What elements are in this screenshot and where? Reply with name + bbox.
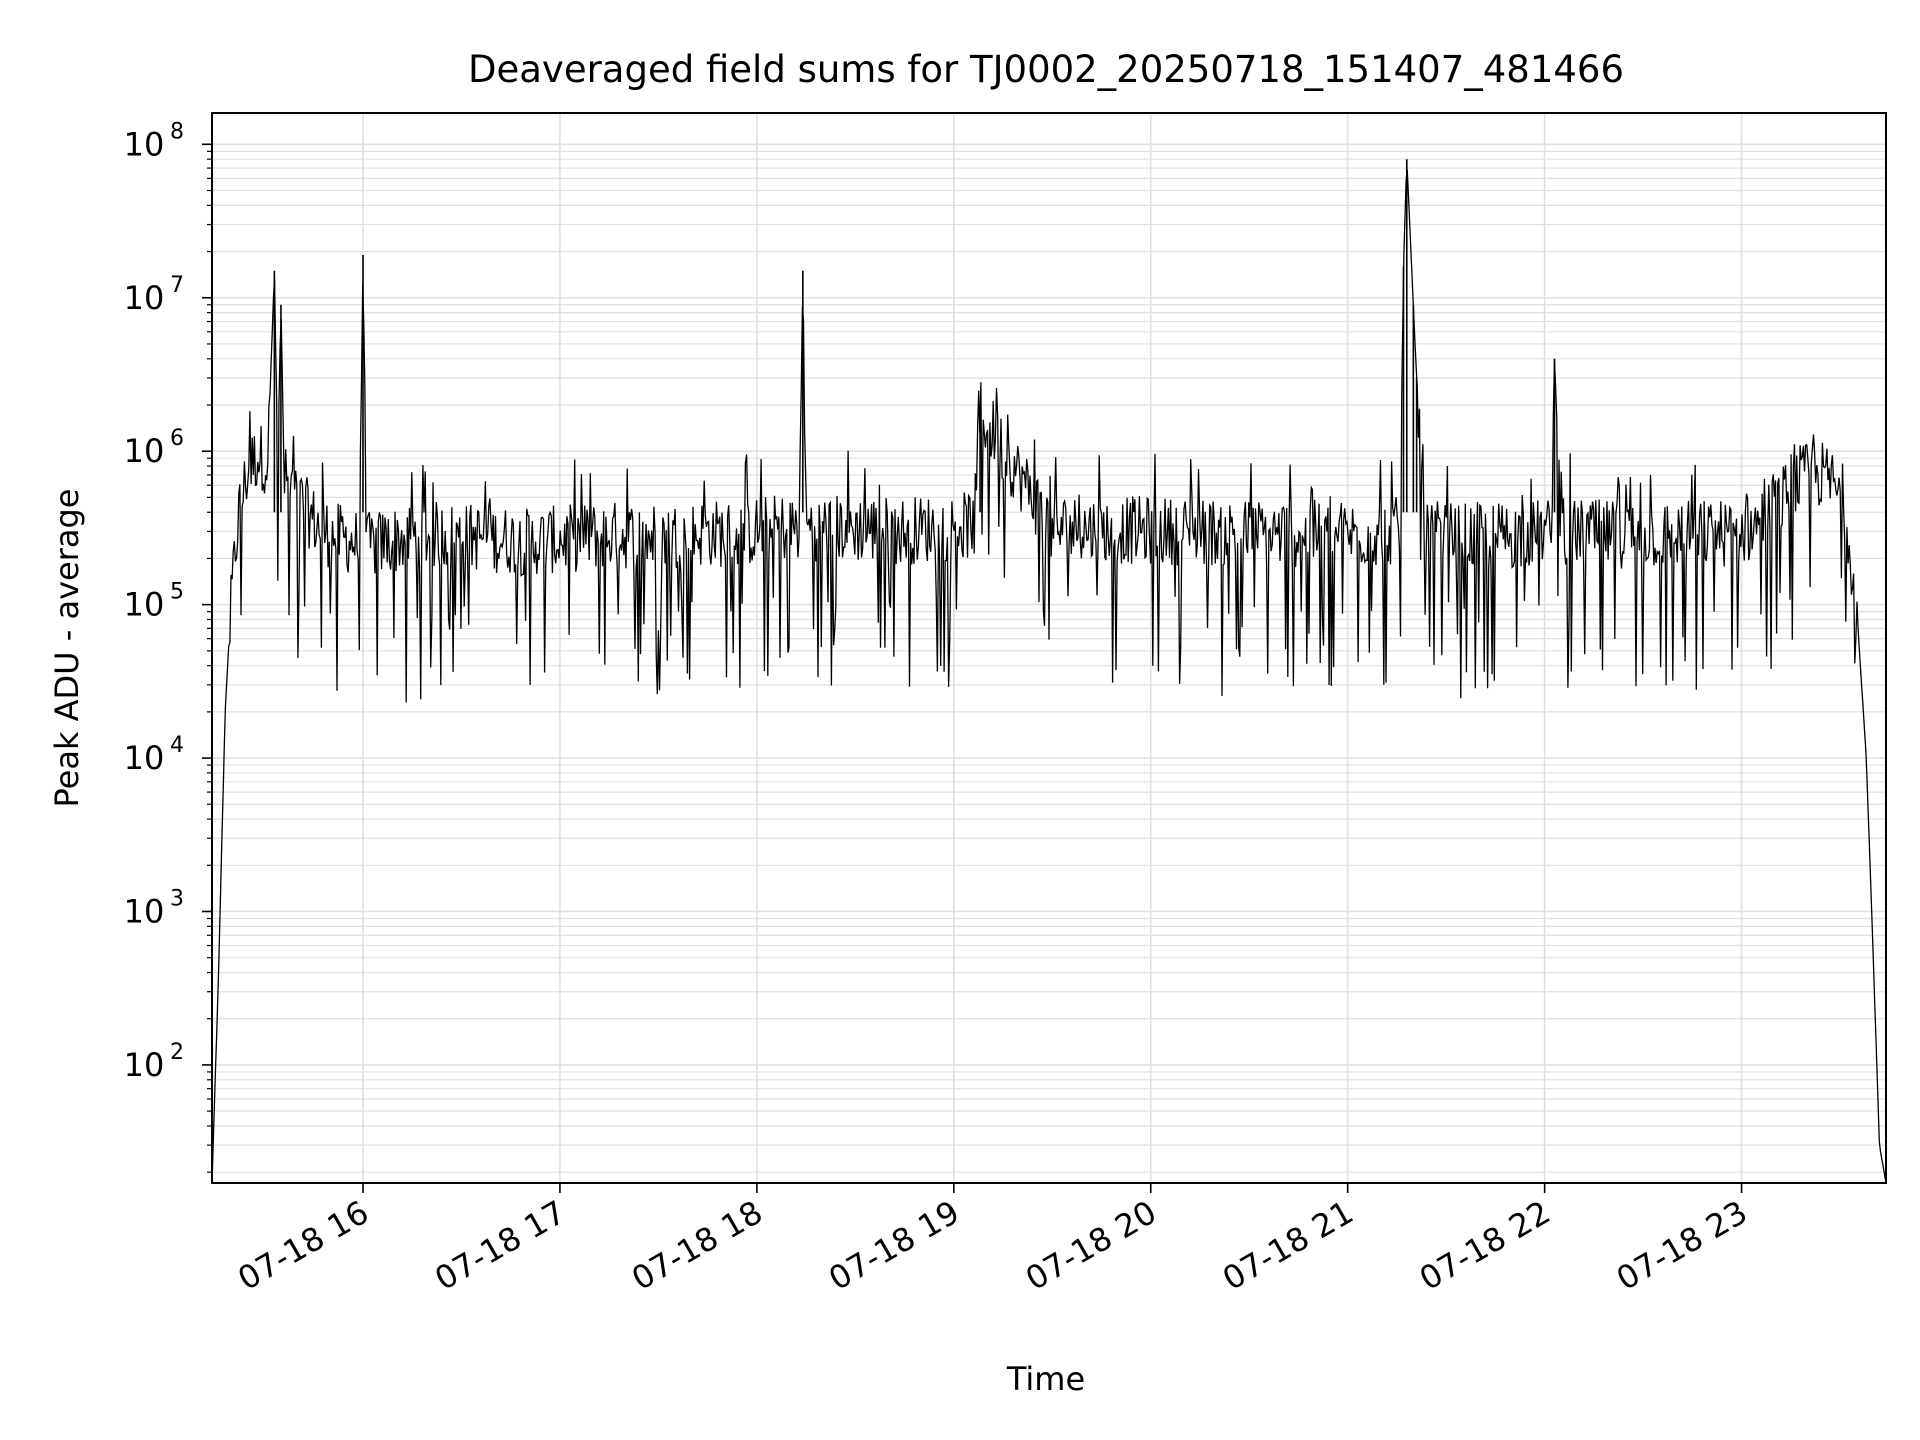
y-tick-label: 10 6	[124, 426, 184, 470]
svg-text:3: 3	[170, 886, 184, 911]
svg-text:7: 7	[170, 273, 184, 298]
y-tick-label: 10 2	[124, 1040, 184, 1084]
svg-text:6: 6	[170, 426, 184, 451]
svg-text:10: 10	[124, 1046, 165, 1084]
svg-text:10: 10	[124, 279, 165, 317]
svg-text:10: 10	[124, 586, 165, 624]
y-tick-label: 10 5	[124, 580, 184, 624]
y-tick-label: 10 7	[124, 273, 184, 317]
svg-text:10: 10	[124, 125, 165, 163]
svg-text:10: 10	[124, 739, 165, 777]
x-axis-label: Time	[1006, 1360, 1085, 1398]
y-tick-label: 10 3	[124, 886, 184, 930]
y-tick-label: 10 8	[124, 119, 184, 163]
svg-text:2: 2	[170, 1040, 184, 1065]
y-tick-label: 10 4	[124, 733, 184, 777]
svg-text:10: 10	[124, 892, 165, 930]
chart-title: Deaveraged field sums for TJ0002_2025071…	[468, 48, 1624, 91]
y-axis-label: Peak ADU - average	[48, 489, 86, 808]
svg-text:8: 8	[170, 119, 184, 144]
svg-text:5: 5	[170, 580, 184, 605]
svg-text:10: 10	[124, 432, 165, 470]
plot-area	[211, 159, 1887, 1184]
svg-text:4: 4	[170, 733, 184, 758]
series-line	[211, 169, 1887, 1184]
plot-frame	[211, 112, 1887, 1184]
